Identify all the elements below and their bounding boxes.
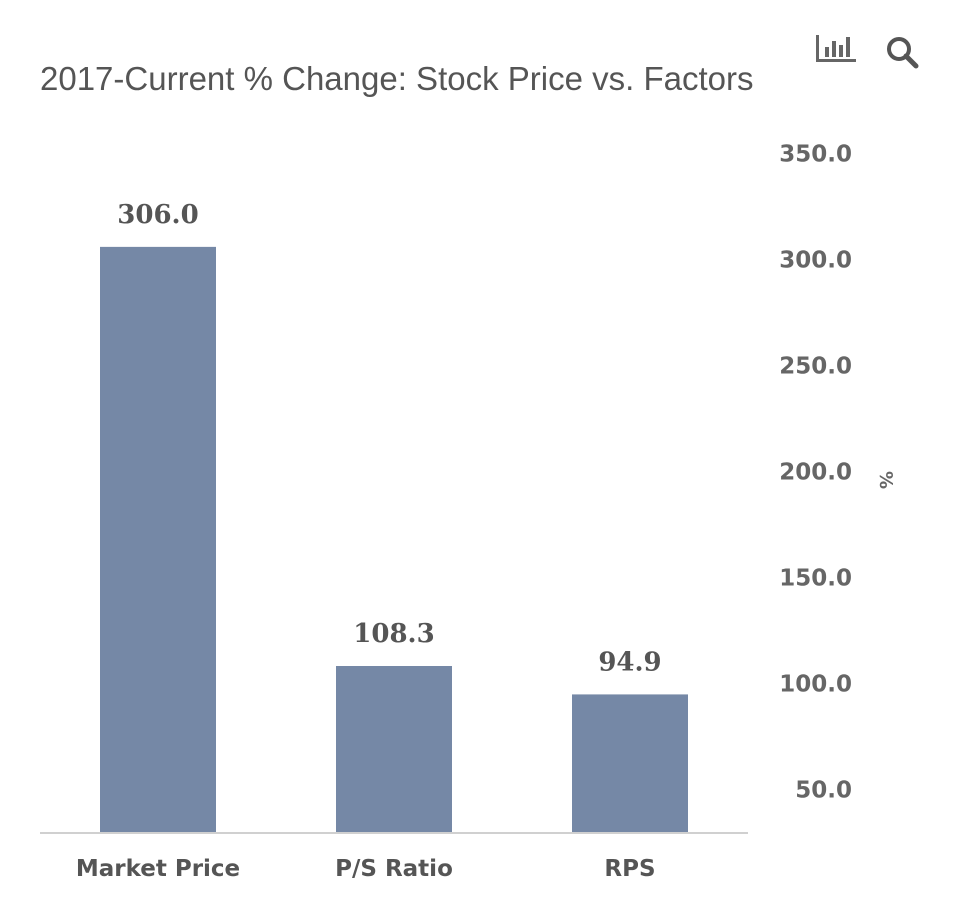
bar-p-s-ratio [336,666,452,832]
y-tick-label: 100.0 [779,672,852,698]
y-tick-label: 250.0 [779,354,852,380]
y-tick-label: 50.0 [795,778,852,804]
y-tick-label: 350.0 [779,142,852,168]
data-label: 94.9 [598,647,661,677]
y-axis-label: % [875,471,896,489]
bar-rps [572,694,688,832]
y-tick-label: 200.0 [779,460,852,486]
x-tick-label: P/S Ratio [335,856,453,882]
data-label: 306.0 [117,200,198,230]
y-tick-label: 150.0 [779,566,852,592]
y-tick-label: 300.0 [779,248,852,274]
search-icon[interactable] [884,34,924,70]
x-tick-label: RPS [604,856,655,882]
x-tick-label: Market Price [76,856,240,882]
bar-chart-icon[interactable] [814,33,858,65]
chart-title: 2017-Current % Change: Stock Price vs. F… [40,60,754,97]
data-label: 108.3 [353,619,434,649]
bar-market-price [100,246,216,832]
